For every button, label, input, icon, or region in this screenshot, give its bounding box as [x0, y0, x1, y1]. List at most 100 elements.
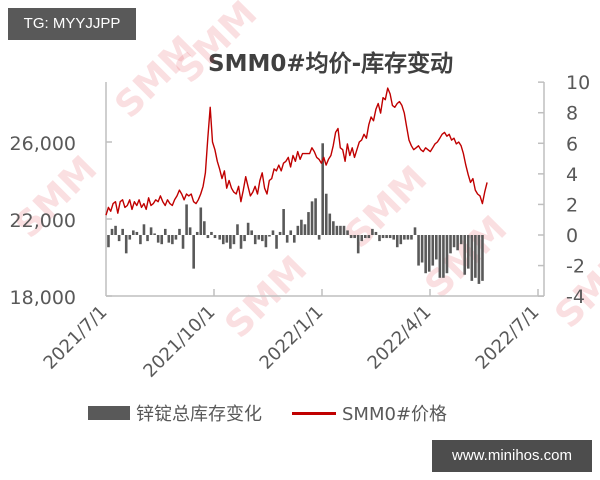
inventory-bar	[128, 235, 132, 240]
inventory-bar	[121, 228, 124, 235]
inventory-bar	[321, 143, 324, 235]
axes	[105, 82, 545, 297]
inventory-bar	[124, 235, 128, 254]
inventory-bar	[221, 235, 225, 245]
inventory-bar	[417, 235, 420, 266]
inventory-bar	[160, 235, 164, 245]
inventory-bar	[232, 235, 236, 245]
inventory-bar	[225, 235, 229, 243]
right-tick-label: 2	[566, 194, 578, 216]
inventory-bar	[185, 204, 188, 235]
inventory-bar	[356, 235, 360, 254]
inventory-bar	[107, 235, 110, 248]
inventory-bar	[403, 235, 406, 240]
inventory-bar	[206, 235, 210, 239]
inventory-bar	[135, 231, 139, 235]
inventory-bar	[188, 227, 192, 235]
x-tick-label: 2022/7/1	[472, 302, 544, 374]
inventory-bar	[271, 230, 275, 235]
inventory-bar	[360, 235, 364, 242]
inventory-bar	[303, 224, 307, 235]
inventory-bar	[146, 235, 149, 242]
inventory-bar	[199, 207, 203, 235]
tg-badge: TG: MYYJJPP	[8, 8, 136, 40]
inventory-bar	[420, 235, 424, 263]
inventory-bar	[239, 235, 243, 249]
inventory-bar	[381, 235, 385, 239]
inventory-bar	[410, 235, 413, 240]
inventory-bar	[395, 235, 399, 248]
inventory-bar	[438, 235, 442, 278]
inventory-bar	[268, 235, 271, 237]
inventory-bar	[261, 235, 264, 242]
inventory-bar	[174, 235, 178, 240]
inventory-bar	[181, 235, 185, 249]
inventory-bar	[332, 221, 335, 235]
inventory-bar	[435, 235, 438, 260]
inventory-bar	[253, 235, 257, 245]
inventory-bar	[195, 231, 199, 235]
inventory-bar	[117, 235, 121, 242]
legend-bar-swatch	[88, 406, 130, 420]
inventory-bar	[406, 235, 410, 240]
legend-bar-label: 锌锭总库存变化	[136, 404, 262, 425]
legend-line-label: SMM0#价格	[342, 404, 448, 425]
x-tick-label: 2021/7/1	[40, 302, 112, 374]
right-tick-label: 10	[566, 72, 590, 94]
inventory-bar	[378, 235, 381, 242]
inventory-bar	[171, 235, 174, 245]
inventory-bar	[388, 235, 392, 239]
inventory-bar	[246, 222, 250, 235]
inventory-bar	[203, 221, 206, 235]
legend-line-swatch	[292, 411, 336, 415]
inventory-bar	[349, 235, 353, 239]
inventory-bar	[229, 235, 232, 249]
left-tick-label: 26,000	[10, 133, 76, 155]
watermark-text: SMM	[337, 158, 435, 256]
inventory-bar	[292, 235, 296, 243]
inventory-bar	[296, 225, 300, 235]
inventory-bar	[353, 235, 356, 239]
right-tick-label: 0	[566, 225, 578, 247]
right-tick-label: 4	[566, 164, 578, 186]
inventory-bar	[264, 235, 268, 248]
x-axis-ticks: 2021/7/1 2021/10/1 2022/1/1 2022/4/1 2022/7/…	[40, 289, 544, 382]
inventory-bar	[339, 225, 342, 235]
inventory-bar	[445, 235, 449, 274]
inventory-bar	[289, 230, 293, 235]
inventory-bar	[346, 230, 349, 235]
inventory-bar	[314, 198, 317, 235]
inventory-bar	[282, 209, 285, 235]
inventory-bar	[456, 235, 459, 251]
inventory-bar	[392, 235, 396, 240]
inventory-bar	[328, 213, 332, 235]
x-tick-label: 2021/10/1	[139, 302, 219, 382]
inventory-bar	[371, 228, 374, 235]
right-tick-label: 6	[566, 133, 578, 155]
inventory-bar	[477, 235, 481, 284]
inventory-bar	[324, 193, 328, 235]
inventory-bar	[424, 235, 427, 274]
right-tick-label: -4	[566, 286, 585, 308]
inventory-bar	[413, 227, 417, 235]
price-polyline	[105, 87, 488, 216]
inventory-bar	[139, 235, 142, 245]
inventory-bar	[243, 235, 246, 242]
inventory-bar	[142, 224, 146, 235]
inventory-bar	[110, 228, 114, 235]
inventory-bar	[300, 219, 303, 235]
inventory-bar	[156, 235, 160, 243]
inventory-bar	[466, 235, 470, 269]
inventory-bar	[167, 235, 171, 243]
inventory-bar	[153, 233, 156, 235]
inventory-bar	[399, 235, 403, 245]
inventory-bar	[463, 235, 467, 275]
inventory-bar	[470, 235, 474, 281]
inventory-bar	[307, 212, 310, 235]
inventory-bar	[132, 230, 135, 235]
inventory-bar	[275, 235, 278, 249]
inventory-bar	[149, 227, 153, 235]
inventory-bar	[114, 225, 117, 235]
inventory-bar	[367, 235, 371, 239]
inventory-bar	[285, 235, 289, 243]
